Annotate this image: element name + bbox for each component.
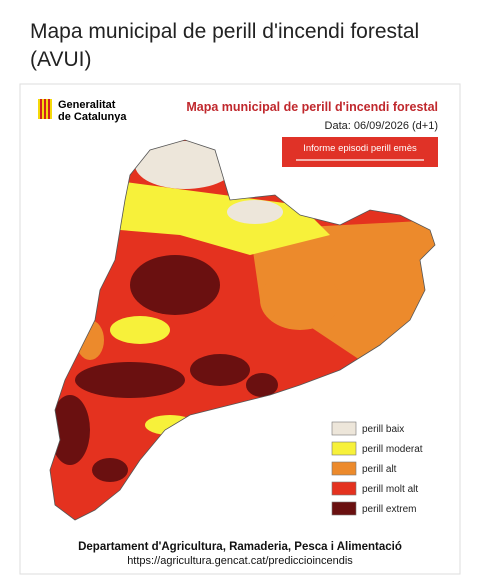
region <box>190 354 250 386</box>
legend-swatch <box>331 421 357 436</box>
legend-swatch <box>331 461 357 476</box>
legend-swatch <box>331 501 357 516</box>
region <box>130 255 220 315</box>
page-title: Mapa municipal de perill d'incendi fores… <box>30 20 420 71</box>
legend-label: perill alt <box>362 464 397 475</box>
region <box>110 316 170 344</box>
footer-department: Departament d'Agricultura, Ramaderia, Pe… <box>78 541 402 553</box>
legend-label: perill moderat <box>362 444 423 455</box>
notice-box[interactable] <box>282 137 438 167</box>
legend-label: perill baix <box>362 424 404 435</box>
legend-swatch <box>331 441 357 456</box>
region <box>75 362 185 398</box>
region <box>110 180 330 255</box>
notice-text[interactable]: Informe episodi perill emès <box>303 143 417 154</box>
region <box>227 200 283 224</box>
region <box>50 395 90 465</box>
region <box>92 458 128 482</box>
logo: Generalitat de Catalunya <box>38 99 127 123</box>
map-title: Mapa municipal de perill d'incendi fores… <box>186 100 438 114</box>
footer-url[interactable]: https://agricultura.gencat.cat/prediccio… <box>127 555 353 567</box>
region <box>135 141 235 189</box>
logo-text: Generalitat <box>58 99 116 111</box>
notice-link <box>296 159 424 161</box>
region <box>246 373 278 397</box>
legend-swatch <box>331 481 357 496</box>
legend-label: perill molt alt <box>362 484 418 495</box>
legend: perill baix perill moderat perill alt peril… <box>331 421 423 516</box>
logo-text: de Catalunya <box>58 111 127 123</box>
map-date: Data: 06/09/2026 (d+1) <box>325 120 438 132</box>
region <box>260 270 340 330</box>
legend-label: perill extrem <box>362 504 416 515</box>
border <box>49 139 436 521</box>
region <box>250 220 435 360</box>
